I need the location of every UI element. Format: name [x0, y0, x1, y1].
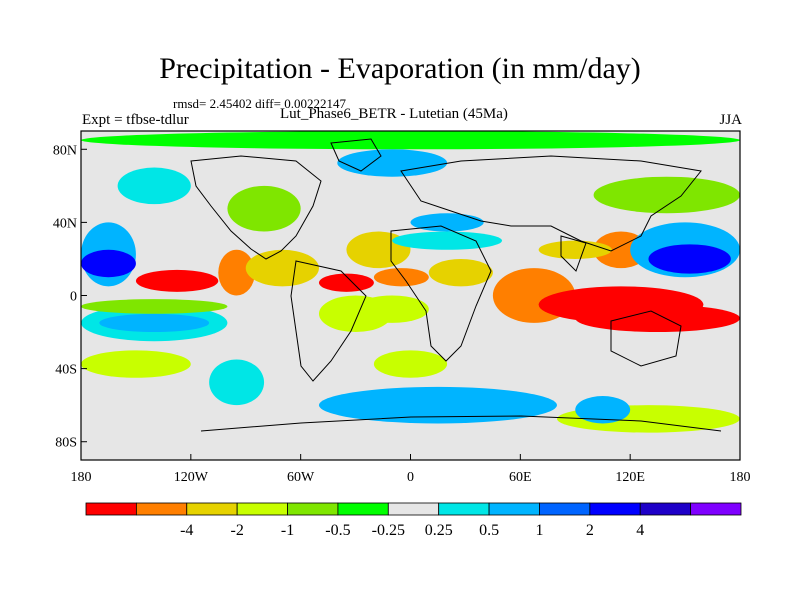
colorbar-swatch — [287, 502, 339, 516]
colorbar-label: 4 — [636, 522, 644, 539]
subtitle: Lut_Phase6_BETR - Lutetian (45Ma) — [280, 106, 508, 122]
south-america-coast — [290, 260, 367, 382]
latitude-axis: 80N 40N 0 40S 80S — [53, 143, 87, 451]
colorbar-label: -2 — [230, 522, 243, 539]
colorbar-swatch — [589, 502, 641, 516]
field-region — [99, 313, 210, 333]
field-region — [81, 249, 136, 278]
lat-tick-label: 40S — [55, 363, 77, 378]
field-region — [575, 396, 631, 424]
colorbar-label: 0.25 — [425, 522, 453, 539]
antarctica-coast — [200, 415, 722, 432]
field-region — [355, 295, 429, 323]
africa-coast — [390, 225, 492, 362]
colorbar-label: -1 — [281, 522, 294, 539]
colorbar-swatch — [690, 502, 742, 516]
colorbar-swatch — [186, 502, 238, 516]
field-region — [337, 149, 448, 177]
colorbar-label: -0.25 — [372, 522, 405, 539]
field-region — [373, 268, 429, 287]
field-region — [373, 350, 448, 378]
season-label: JJA — [719, 112, 742, 128]
colorbar-swatch — [488, 502, 540, 516]
field-region — [593, 176, 740, 214]
field-region — [392, 231, 503, 250]
lat-tick-label: 80N — [53, 143, 77, 158]
field-region — [81, 350, 191, 378]
field-region — [447, 158, 594, 186]
field-region — [218, 249, 255, 296]
field-region — [227, 185, 301, 232]
lon-tick-label: 180 — [730, 470, 751, 485]
australia-coast — [610, 310, 682, 367]
colorbar-swatch — [539, 502, 591, 516]
north-america-coast — [190, 155, 322, 260]
lon-tick-label: 60E — [509, 470, 532, 485]
greenland-coast — [330, 138, 382, 172]
colorbar-labels: -4 -2 -1 -0.5 -0.25 0.25 0.5 1 2 4 — [180, 522, 644, 539]
colorbar-label: -4 — [180, 522, 193, 539]
colorbar-swatch — [387, 502, 440, 516]
field-region — [135, 269, 219, 292]
colorbar-swatch — [85, 502, 137, 516]
colorbar-swatch — [135, 502, 188, 516]
field-region — [81, 131, 740, 150]
longitude-axis: 180 120W 60W 0 60E 120E 180 — [71, 454, 751, 485]
colorbar-label: 2 — [586, 522, 594, 539]
stats-line: rmsd= 2.45402 diff= 0.00222147 — [173, 96, 346, 111]
field-region — [209, 359, 265, 406]
map-title: Precipitation - Evaporation (in mm/day) — [159, 52, 641, 85]
colorbar-label: 0.5 — [479, 522, 499, 539]
field-region — [318, 273, 374, 292]
colorbar-swatch — [639, 502, 692, 516]
field-region — [245, 249, 319, 287]
lon-tick-label: 120W — [174, 470, 209, 485]
field-region — [447, 341, 539, 369]
colorbar-swatch — [337, 502, 389, 516]
precip-evap-map: 80N 40N 0 40S 80S 180 120W 60W 0 60E 120E 180 — [53, 130, 751, 485]
colorbar-swatch — [438, 502, 490, 516]
lat-tick-label: 40N — [53, 216, 77, 231]
coastlines — [190, 138, 722, 432]
field-regions — [81, 131, 740, 460]
field-region — [117, 167, 191, 205]
field-region — [538, 240, 612, 259]
lon-tick-label: 60W — [287, 470, 315, 485]
lon-tick-label: 0 — [407, 470, 414, 485]
colorbar-swatch — [236, 502, 288, 516]
lon-tick-label: 120E — [615, 470, 645, 485]
lat-tick-label: 80S — [55, 436, 77, 451]
lat-tick-label: 0 — [70, 290, 77, 305]
eurasia-coast — [400, 155, 702, 252]
field-region — [428, 258, 493, 287]
field-region — [81, 299, 228, 314]
experiment-label: Expt = tfbse-tdlur — [82, 112, 189, 128]
lon-tick-label: 180 — [71, 470, 92, 485]
field-region — [264, 341, 338, 378]
colorbar: -4 -2 -1 -0.5 -0.25 0.25 0.5 1 2 4 — [85, 502, 742, 539]
field-region — [648, 244, 731, 274]
colorbar-label: -0.5 — [325, 522, 350, 539]
india-coast — [560, 235, 587, 272]
colorbar-label: 1 — [535, 522, 543, 539]
field-region — [575, 304, 740, 333]
field-region — [318, 386, 557, 424]
colorbar-swatches — [85, 502, 742, 516]
